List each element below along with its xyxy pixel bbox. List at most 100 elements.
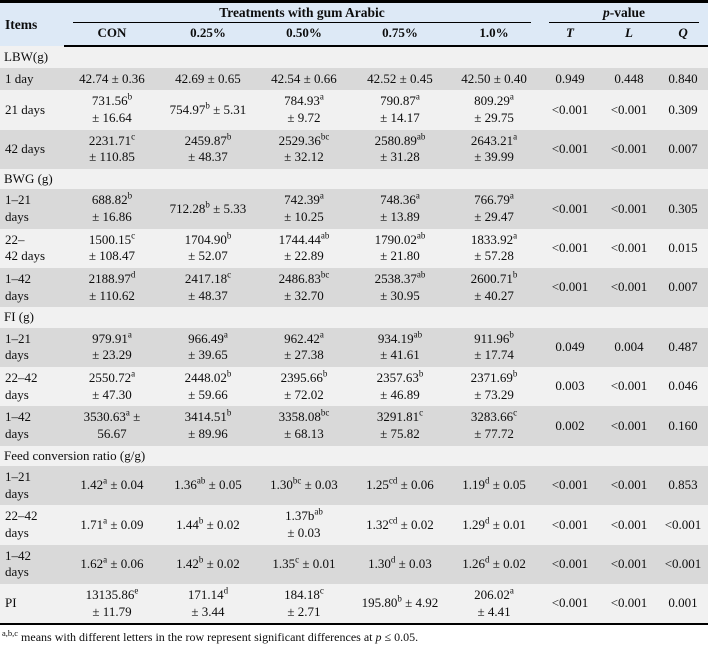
pvalue-cell: <0.001 [540, 583, 601, 626]
pvalue-cell: <0.001 [610, 140, 648, 156]
section-title: BWG (g) [4, 170, 53, 186]
pvalue-cell: <0.001 [610, 279, 648, 295]
row-label: 22–42 days [5, 508, 38, 540]
value-cell: 3291.81c ± 75.82 [376, 407, 424, 441]
pvalue-cell: 0.840 [668, 70, 698, 86]
treatment-col-header-10: 1.0% [448, 23, 541, 47]
pvalue-cell: <0.001 [610, 555, 648, 571]
pvalue-cell: 0.160 [668, 417, 698, 433]
pvalue-cell: 0.046 [668, 378, 698, 394]
pvalue-cell: <0.001 [610, 477, 648, 493]
table-row: 42 days 2231.71c ± 110.85 2459.87b ± 48.37 25… [0, 129, 708, 169]
pvalue-cell: <0.001 [610, 417, 648, 433]
value-cell: 13135.86e ± 11.79 [64, 583, 160, 626]
section-title: FI (g) [4, 309, 34, 325]
value-cell: 688.82b ± 16.86 [91, 191, 133, 224]
value-cell: 2448.02b ± 59.66 [184, 368, 232, 402]
section-title: LBW(g) [4, 49, 49, 64]
treatment-col-header-con: CON [64, 23, 160, 47]
value-cell: 42.74 ± 0.36 [79, 70, 145, 86]
value-cell: 1.29d ± 0.01 [462, 515, 526, 532]
value-cell: 1.42b ± 0.02 [176, 554, 240, 571]
value-cell: 2459.87b ± 48.37 [184, 131, 232, 165]
table-footnote: a,b,c means with different letters in th… [2, 628, 419, 645]
value-cell: 3283.66c ± 77.72 [470, 407, 518, 441]
value-cell: 195.80b ± 4.92 [352, 583, 448, 626]
value-cell: 1.71a ± 0.09 [80, 515, 144, 532]
value-cell: 1.32cd ± 0.02 [366, 515, 434, 532]
table-header: Items Treatments with gum Arabic p-value… [0, 1, 708, 47]
treatments-spanner-label: Treatments with gum Arabic [219, 5, 385, 20]
value-cell: 2188.97d ± 110.62 [88, 269, 136, 303]
row-label: 42 days [5, 140, 46, 156]
value-cell: 1.19d ± 0.05 [462, 476, 526, 493]
table-row: PI 13135.86e ± 11.79 171.14d ± 3.44 184.18c ± … [0, 583, 708, 626]
value-cell: 3530.63a ±56.67 [83, 407, 141, 441]
value-cell: 1.30d ± 0.03 [368, 554, 432, 571]
table-row: 1–21 days 1.42a ± 0.04 1.36ab ± 0.05 1.30bc … [0, 466, 708, 506]
value-cell: 206.02a ± 4.41 [448, 583, 541, 626]
row-label: PI [0, 583, 64, 626]
value-cell: 731.56b ± 16.64 [91, 91, 133, 125]
table-row: 1–42 days 1.62a ± 0.06 1.42b ± 0.02 1.35c ± … [0, 544, 708, 584]
pvalue-cell: 0.004 [614, 339, 644, 355]
value-cell: 1.36ab ± 0.05 [174, 476, 242, 493]
value-cell: 42.69 ± 0.65 [175, 70, 241, 86]
value-cell: 184.18c ± 2.71 [256, 583, 352, 626]
row-label: 21 days [5, 101, 46, 117]
pvalue-cell: 0.007 [668, 279, 698, 295]
row-label: 1 day [5, 70, 34, 86]
value-cell: 1.37bab ± 0.03 [285, 507, 323, 540]
row-label: 1–21 days [5, 192, 31, 224]
value-cell: 2486.83bc ± 32.70 [278, 269, 330, 303]
pvalue-cell: 0.007 [668, 140, 698, 156]
value-cell: 1.26d ± 0.02 [462, 554, 526, 571]
value-cell: 784.93a ± 9.72 [284, 91, 324, 125]
pvalue-col-header-t: T [540, 23, 601, 47]
treatments-spanner-header: Treatments with gum Arabic [64, 2, 540, 23]
table-row: 22–42 days 1.71a ± 0.09 1.44b ± 0.02 1.37bab… [0, 505, 708, 545]
row-label: 1–42 days [5, 270, 31, 303]
pvalue-cell: <0.001 [600, 583, 659, 626]
row-label: 1–42 days [5, 409, 31, 441]
value-cell: 1.44b ± 0.02 [176, 515, 240, 532]
pvalue-cell: 0.853 [668, 477, 698, 493]
pvalue-cell: 0.049 [555, 339, 585, 355]
table-row: 21 days 731.56b ± 16.64 754.97b ± 5.31 784.9… [0, 90, 708, 130]
value-cell: 2395.66b ± 72.02 [280, 368, 328, 402]
section-row: BWG (g) [0, 168, 708, 190]
value-cell: 1.30bc ± 0.03 [270, 476, 338, 493]
pvalue-cell: <0.001 [664, 516, 702, 532]
pvalue-spanner-rule [549, 22, 700, 23]
pvalue-cell: 0.015 [668, 239, 698, 255]
value-cell: 2371.69b ± 73.29 [470, 368, 518, 402]
pvalue-cell: 0.487 [668, 339, 698, 355]
pvalue-cell: <0.001 [551, 477, 589, 493]
treatment-col-header-025: 0.25% [160, 23, 256, 47]
treatment-col-header-075: 0.75% [352, 23, 448, 47]
treatments-results-table: Items Treatments with gum Arabic p-value… [0, 0, 708, 626]
value-cell: 2529.36bc ± 32.12 [278, 131, 330, 165]
section-title: Feed conversion ratio (g/g) [4, 447, 146, 463]
pvalue-col-header-q: Q [658, 23, 708, 47]
row-label: 1–42 days [5, 547, 31, 580]
table-row: 1–42 days 3530.63a ±56.67 3414.51b ± 89.96 33… [0, 406, 708, 446]
row-label: 22– 42 days [5, 231, 46, 264]
value-cell: 2231.71c ± 110.85 [88, 131, 136, 165]
row-label: 22–42 days [5, 370, 38, 402]
pvalue-cell: <0.001 [610, 516, 648, 532]
value-cell: 790.87a ± 14.17 [380, 91, 420, 125]
value-cell: 1.35c ± 0.01 [272, 554, 336, 571]
pvalue-cell: 0.002 [555, 417, 585, 433]
pvalue-cell: <0.001 [551, 239, 589, 255]
pvalue-cell: 0.949 [555, 70, 585, 86]
value-cell: 748.36a ± 13.89 [380, 191, 420, 224]
value-cell: 1790.02ab ± 21.80 [374, 230, 426, 264]
table-row: 1 day 42.74 ± 0.36 42.69 ± 0.65 42.54 ± 0.6… [0, 67, 708, 91]
value-cell: 766.79a ± 29.47 [474, 191, 514, 224]
section-row: LBW(g) [0, 46, 708, 68]
pvalue-cell: <0.001 [610, 200, 648, 216]
pvalue-cell: 0.001 [658, 583, 708, 626]
pvalue-cell: <0.001 [551, 140, 589, 156]
value-cell: 1833.92a ± 57.28 [470, 230, 518, 264]
